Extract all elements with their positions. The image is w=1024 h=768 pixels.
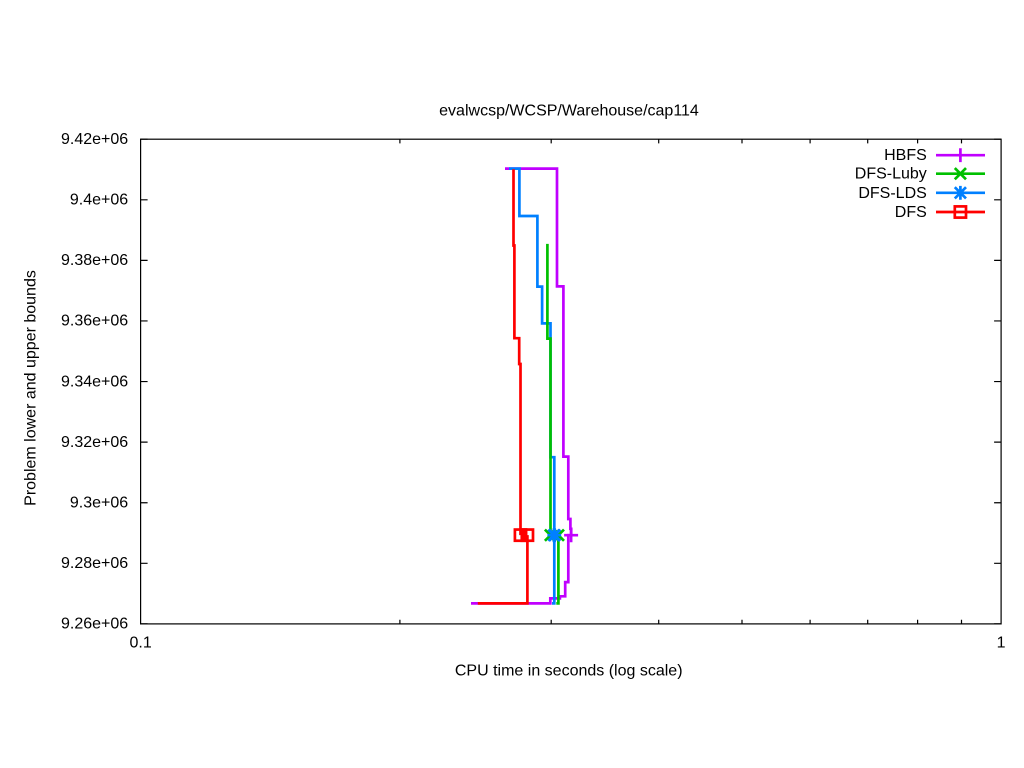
svg-text:9.36e+06: 9.36e+06 xyxy=(61,313,128,330)
svg-text:HBFS: HBFS xyxy=(884,147,927,164)
svg-text:9.32e+06: 9.32e+06 xyxy=(61,434,128,451)
svg-text:9.3e+06: 9.3e+06 xyxy=(70,494,128,511)
svg-text:9.42e+06: 9.42e+06 xyxy=(61,131,128,148)
svg-text:9.38e+06: 9.38e+06 xyxy=(61,252,128,269)
svg-text:evalwcsp/WCSP/Warehouse/cap114: evalwcsp/WCSP/Warehouse/cap114 xyxy=(439,102,699,119)
svg-text:0.1: 0.1 xyxy=(129,635,151,652)
svg-text:CPU time in seconds (log scale: CPU time in seconds (log scale) xyxy=(455,663,683,680)
svg-text:1: 1 xyxy=(997,635,1006,652)
svg-text:Problem lower and upper bounds: Problem lower and upper bounds xyxy=(23,270,40,506)
svg-text:9.26e+06: 9.26e+06 xyxy=(61,616,128,633)
svg-text:DFS-Luby: DFS-Luby xyxy=(855,166,927,183)
svg-text:9.4e+06: 9.4e+06 xyxy=(70,192,128,209)
svg-text:DFS: DFS xyxy=(895,204,927,221)
svg-text:9.34e+06: 9.34e+06 xyxy=(61,373,128,390)
svg-text:9.28e+06: 9.28e+06 xyxy=(61,555,128,572)
svg-text:DFS-LDS: DFS-LDS xyxy=(858,185,926,202)
